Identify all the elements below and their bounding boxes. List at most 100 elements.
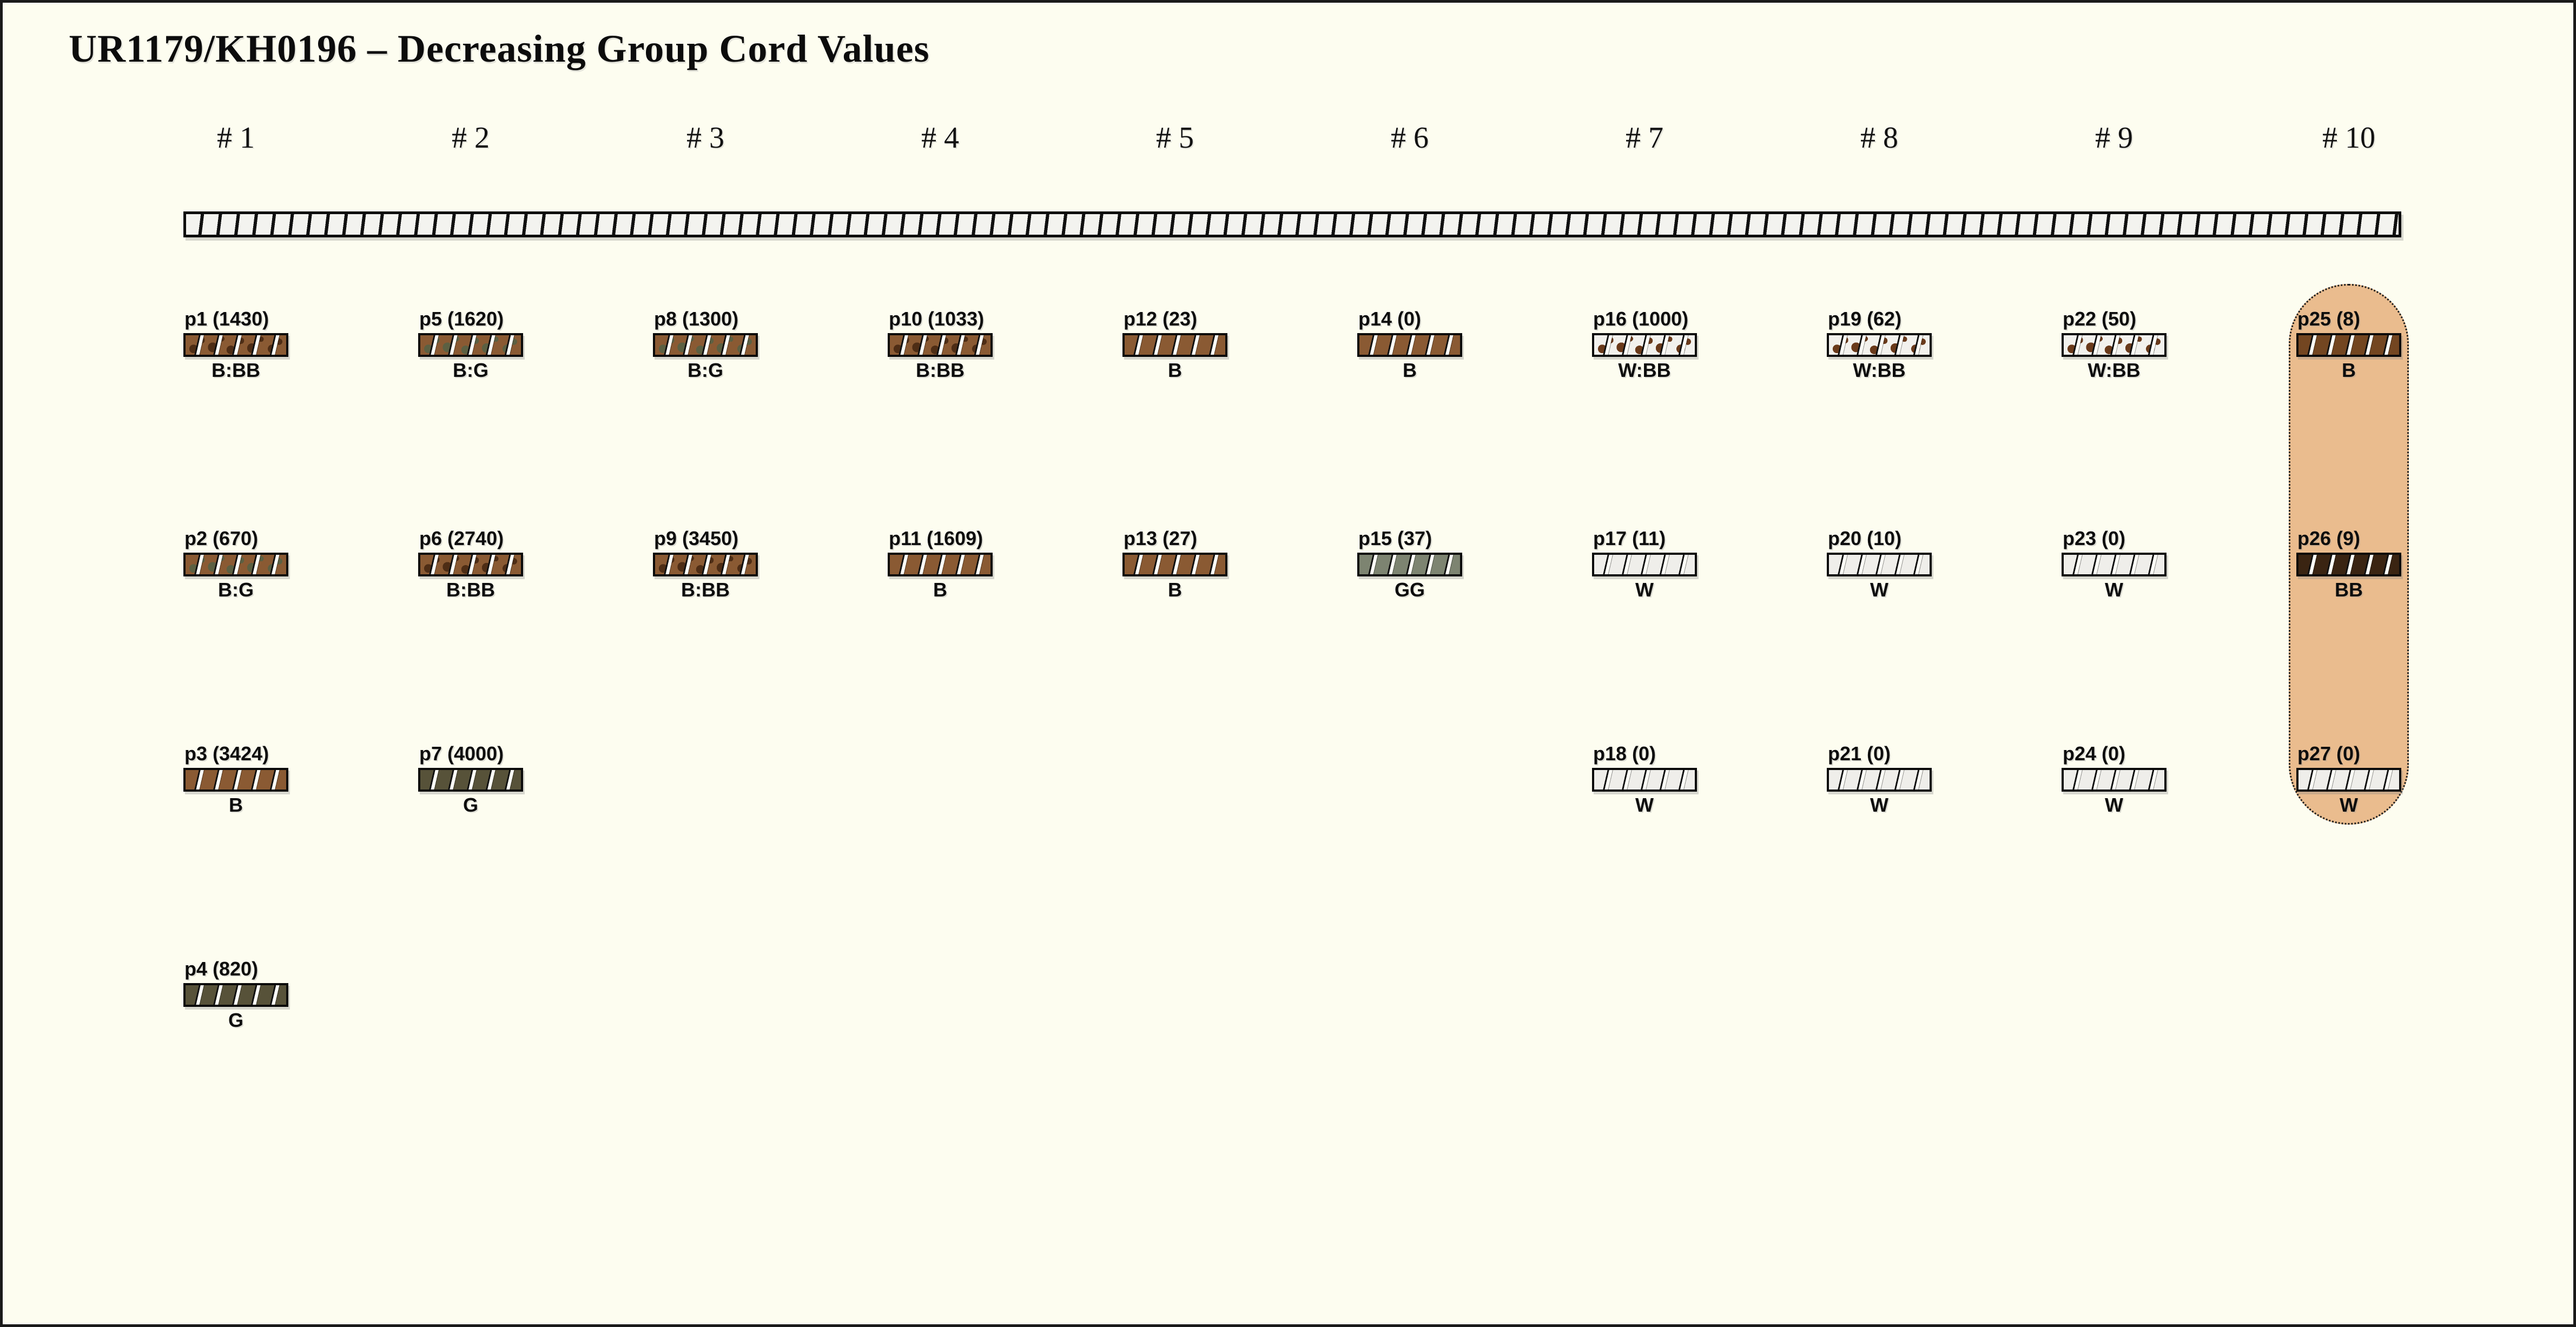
pendant-label: p11 (1609) <box>889 527 983 549</box>
pendant-cell: p16 (1000) W:BB <box>1592 309 1754 381</box>
pendant-color-code: B:BB <box>446 579 495 601</box>
pendant-cord-bar <box>888 553 993 576</box>
pendant-cell: p1 (1430) B:BB <box>183 309 346 381</box>
pendant-cord-bar <box>2062 768 2167 792</box>
pendant-color-code: B <box>1403 359 1417 381</box>
pendant-cord-bar <box>653 553 758 576</box>
pendant-cord-bar <box>888 333 993 357</box>
pendant-label: p27 (0) <box>2297 742 2361 765</box>
pendant-color-code: W <box>2340 794 2358 816</box>
pendant-label: p1 (1430) <box>184 308 269 330</box>
pendant-cord-bar <box>1357 553 1462 576</box>
pendant-label: p18 (0) <box>1593 742 1656 765</box>
pendant-cord-bar <box>2296 553 2401 576</box>
pendant-label: p4 (820) <box>184 958 259 980</box>
pendant-cord-bar <box>1827 768 1932 792</box>
pendant-color-code: W <box>2105 794 2123 816</box>
pendant-cord-bar <box>183 553 288 576</box>
pendant-label: p7 (4000) <box>419 742 504 765</box>
pendant-cell: p12 (23) B <box>1122 309 1285 381</box>
pendant-cord-bar <box>183 333 288 357</box>
pendant-cell: p13 (27) B <box>1122 528 1285 600</box>
pendant-cell: p9 (3450) B:BB <box>653 528 815 600</box>
pendant-cell: p27 (0) W <box>2296 744 2459 815</box>
pendant-color-code: W <box>1635 794 1654 816</box>
pendant-color-code: B:G <box>218 579 254 601</box>
pendant-label: p5 (1620) <box>419 308 504 330</box>
pendant-cord-bar <box>418 768 523 792</box>
pendant-color-code: W:BB <box>1853 359 1906 381</box>
group-header: # 7 <box>1626 121 1663 155</box>
pendant-color-code: B <box>1168 579 1182 601</box>
pendant-color-code: W <box>2105 579 2123 601</box>
pendant-label: p24 (0) <box>2063 742 2126 765</box>
pendant-cord-bar <box>418 333 523 357</box>
pendant-cord-bar <box>1592 768 1697 792</box>
pendant-color-code: B:BB <box>681 579 730 601</box>
primary-cord-bar <box>183 211 2401 237</box>
pendant-cell: p4 (820) G <box>183 959 346 1031</box>
pendant-label: p2 (670) <box>184 527 259 549</box>
pendant-label: p15 (37) <box>1358 527 1432 549</box>
pendant-label: p16 (1000) <box>1593 308 1689 330</box>
pendant-cord-bar <box>2296 768 2401 792</box>
pendant-label: p22 (50) <box>2063 308 2137 330</box>
pendant-cell: p17 (11) W <box>1592 528 1754 600</box>
pendant-cord-bar <box>1592 333 1697 357</box>
pendant-cell: p19 (62) W:BB <box>1827 309 1989 381</box>
pendant-label: p20 (10) <box>1828 527 1902 549</box>
pendant-label: p9 (3450) <box>654 527 739 549</box>
pendant-label: p26 (9) <box>2297 527 2361 549</box>
pendant-cord-bar <box>1122 333 1227 357</box>
group-header: # 4 <box>921 121 959 155</box>
pendant-cell: p14 (0) B <box>1357 309 1520 381</box>
pendant-cord-bar <box>2296 333 2401 357</box>
group-header: # 1 <box>217 121 255 155</box>
pendant-label: p6 (2740) <box>419 527 504 549</box>
pendant-color-code: BB <box>2335 579 2363 601</box>
pendant-color-code: W <box>1870 579 1888 601</box>
pendant-color-code: B <box>2342 359 2356 381</box>
pendant-label: p17 (11) <box>1593 527 1666 549</box>
pendant-cell: p5 (1620) B:G <box>418 309 580 381</box>
group-header: # 10 <box>2322 121 2375 155</box>
pendant-label: p13 (27) <box>1124 527 1198 549</box>
pendant-color-code: G <box>228 1009 243 1031</box>
pendant-label: p3 (3424) <box>184 742 269 765</box>
pendant-cord-bar <box>1827 553 1932 576</box>
group-header: # 5 <box>1156 121 1194 155</box>
pendant-cell: p3 (3424) B <box>183 744 346 815</box>
pendant-color-code: W <box>1635 579 1654 601</box>
pendant-color-code: B <box>933 579 947 601</box>
pendant-cell: p24 (0) W <box>2062 744 2224 815</box>
pendant-label: p14 (0) <box>1358 308 1422 330</box>
pendant-cord-bar <box>418 553 523 576</box>
pendant-label: p10 (1033) <box>889 308 985 330</box>
group-header: # 6 <box>1391 121 1429 155</box>
group-header: # 8 <box>1860 121 1898 155</box>
pendant-cord-bar <box>1592 553 1697 576</box>
pendant-color-code: B <box>229 794 243 816</box>
pendant-cord-bar <box>1357 333 1462 357</box>
pendant-color-code: W <box>1870 794 1888 816</box>
pendant-label: p23 (0) <box>2063 527 2126 549</box>
pendant-cord-bar <box>2062 553 2167 576</box>
pendant-color-code: W:BB <box>2088 359 2141 381</box>
pendant-cell: p2 (670) B:G <box>183 528 346 600</box>
pendant-cell: p7 (4000) G <box>418 744 580 815</box>
pendant-cell: p10 (1033) B:BB <box>888 309 1050 381</box>
pendant-cell: p6 (2740) B:BB <box>418 528 580 600</box>
pendant-cell: p25 (8) B <box>2296 309 2459 381</box>
pendant-cord-bar <box>1122 553 1227 576</box>
pendant-cell: p23 (0) W <box>2062 528 2224 600</box>
pendant-cell: p8 (1300) B:G <box>653 309 815 381</box>
pendant-label: p8 (1300) <box>654 308 739 330</box>
pendant-cord-bar <box>183 768 288 792</box>
pendant-cord-bar <box>1827 333 1932 357</box>
pendant-cord-bar <box>2062 333 2167 357</box>
group-header: # 2 <box>452 121 490 155</box>
pendant-color-code: B <box>1168 359 1182 381</box>
pendant-cell: p15 (37) GG <box>1357 528 1520 600</box>
pendant-label: p25 (8) <box>2297 308 2361 330</box>
